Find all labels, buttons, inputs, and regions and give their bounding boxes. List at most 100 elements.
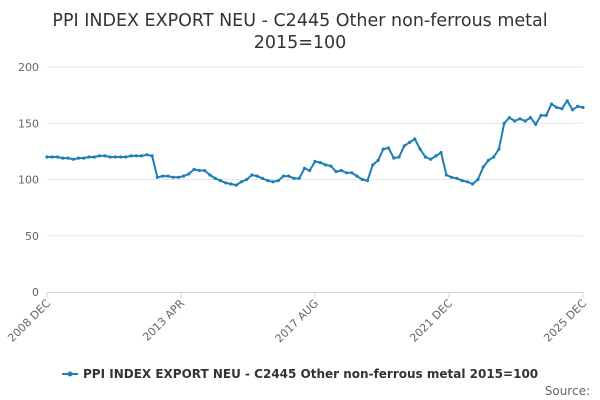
data-point[interactable]: [281, 174, 286, 178]
data-point[interactable]: [560, 107, 564, 111]
data-point[interactable]: [45, 155, 49, 159]
data-point[interactable]: [302, 166, 307, 170]
data-point[interactable]: [66, 156, 70, 160]
data-point[interactable]: [365, 179, 370, 183]
data-point[interactable]: [486, 158, 490, 162]
data-point[interactable]: [544, 113, 548, 117]
data-point[interactable]: [76, 156, 81, 160]
data-point[interactable]: [450, 175, 454, 179]
data-point[interactable]: [255, 174, 259, 178]
data-point[interactable]: [92, 155, 96, 159]
data-point[interactable]: [155, 175, 159, 179]
data-point[interactable]: [229, 182, 233, 186]
data-point[interactable]: [55, 155, 60, 159]
data-point[interactable]: [260, 176, 265, 180]
data-point[interactable]: [555, 105, 559, 110]
data-point[interactable]: [434, 154, 438, 158]
data-point[interactable]: [297, 176, 301, 180]
data-point[interactable]: [423, 155, 427, 159]
data-point[interactable]: [397, 155, 401, 159]
data-point[interactable]: [350, 171, 354, 175]
data-point[interactable]: [565, 99, 569, 103]
data-point[interactable]: [460, 179, 464, 183]
data-point[interactable]: [161, 174, 165, 178]
data-point[interactable]: [518, 117, 522, 121]
data-point[interactable]: [82, 156, 86, 160]
data-point[interactable]: [197, 168, 201, 173]
data-point[interactable]: [113, 155, 117, 159]
data-point[interactable]: [355, 174, 359, 178]
data-point[interactable]: [581, 105, 585, 110]
data-point[interactable]: [392, 156, 396, 160]
data-point[interactable]: [276, 179, 280, 183]
data-point[interactable]: [523, 119, 527, 123]
data-point[interactable]: [471, 182, 475, 186]
data-point[interactable]: [502, 121, 506, 125]
data-point[interactable]: [119, 155, 123, 159]
data-point[interactable]: [408, 140, 412, 144]
data-point[interactable]: [192, 167, 196, 171]
data-point[interactable]: [465, 180, 469, 184]
data-point[interactable]: [187, 172, 191, 176]
data-point[interactable]: [444, 173, 448, 177]
data-point[interactable]: [418, 147, 422, 151]
data-point[interactable]: [376, 158, 380, 162]
data-point[interactable]: [339, 168, 343, 173]
data-point[interactable]: [344, 171, 349, 175]
data-point[interactable]: [287, 174, 291, 178]
data-point[interactable]: [182, 174, 186, 178]
data-point[interactable]: [439, 150, 443, 155]
data-point[interactable]: [334, 170, 338, 174]
data-point[interactable]: [150, 154, 154, 158]
data-point[interactable]: [308, 168, 312, 173]
data-point[interactable]: [576, 104, 580, 108]
data-point[interactable]: [203, 168, 207, 173]
data-point[interactable]: [476, 177, 480, 182]
data-point[interactable]: [570, 108, 575, 112]
data-point[interactable]: [292, 176, 296, 180]
data-point[interactable]: [492, 155, 496, 159]
data-point[interactable]: [129, 154, 133, 158]
legend[interactable]: PPI INDEX EXPORT NEU - C2445 Other non-f…: [62, 367, 538, 381]
data-point[interactable]: [250, 173, 254, 177]
data-point[interactable]: [234, 183, 238, 187]
data-point[interactable]: [323, 163, 328, 167]
data-point[interactable]: [71, 157, 75, 161]
data-point[interactable]: [549, 102, 554, 106]
data-point[interactable]: [313, 159, 317, 164]
data-point[interactable]: [329, 164, 333, 168]
data-point[interactable]: [239, 180, 243, 184]
data-point[interactable]: [429, 157, 433, 161]
data-point[interactable]: [266, 179, 270, 183]
data-point[interactable]: [145, 153, 149, 157]
data-point[interactable]: [213, 176, 217, 180]
data-point[interactable]: [402, 144, 406, 148]
data-point[interactable]: [176, 175, 180, 179]
data-point[interactable]: [381, 147, 385, 151]
data-point[interactable]: [455, 176, 459, 180]
data-point[interactable]: [360, 177, 364, 182]
data-point[interactable]: [534, 122, 538, 126]
data-point[interactable]: [87, 155, 91, 159]
data-point[interactable]: [50, 155, 54, 159]
data-point[interactable]: [528, 116, 533, 120]
data-point[interactable]: [166, 174, 170, 178]
data-point[interactable]: [140, 154, 144, 158]
data-point[interactable]: [513, 119, 517, 123]
data-point[interactable]: [218, 179, 222, 183]
data-point[interactable]: [387, 146, 391, 150]
data-point[interactable]: [245, 177, 249, 182]
data-point[interactable]: [497, 147, 501, 151]
data-point[interactable]: [97, 154, 102, 158]
data-point[interactable]: [271, 180, 275, 184]
data-point[interactable]: [171, 175, 175, 179]
data-point[interactable]: [481, 165, 485, 169]
data-point[interactable]: [134, 154, 138, 158]
data-point[interactable]: [539, 113, 543, 117]
data-point[interactable]: [61, 156, 65, 160]
data-point[interactable]: [224, 181, 228, 185]
data-point[interactable]: [103, 154, 107, 158]
data-point[interactable]: [413, 137, 417, 141]
data-point[interactable]: [208, 173, 212, 177]
data-point[interactable]: [108, 155, 112, 159]
